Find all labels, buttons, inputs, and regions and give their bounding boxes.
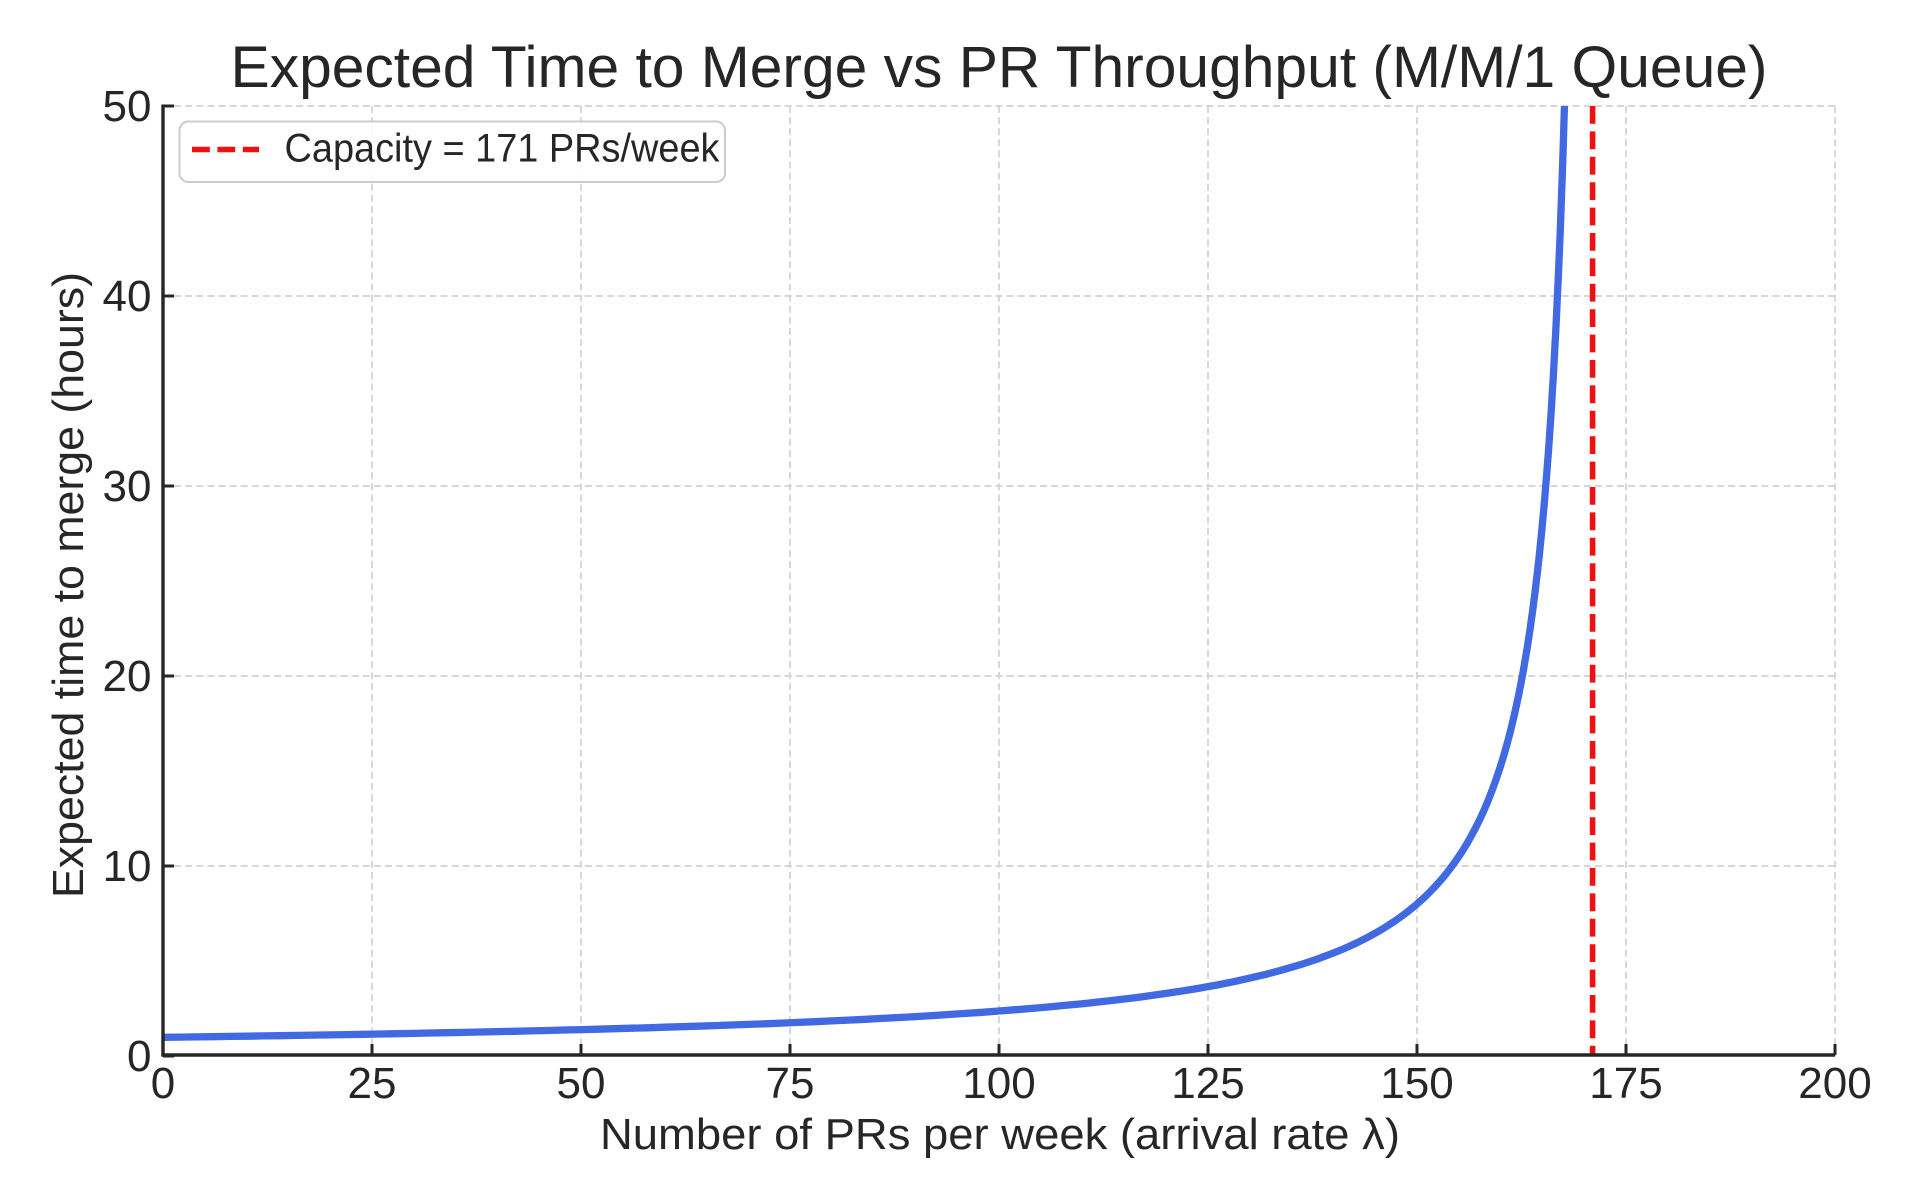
svg-text:175: 175 [1589,1059,1662,1108]
svg-text:100: 100 [962,1059,1035,1108]
svg-text:0: 0 [127,1032,151,1081]
svg-text:150: 150 [1380,1059,1453,1108]
svg-text:Expected Time to Merge vs PR T: Expected Time to Merge vs PR Throughput … [231,35,1768,100]
svg-text:50: 50 [557,1059,606,1108]
svg-text:125: 125 [1171,1059,1244,1108]
svg-text:Capacity = 171 PRs/week: Capacity = 171 PRs/week [285,127,721,171]
svg-text:200: 200 [1798,1059,1871,1108]
svg-text:0: 0 [151,1059,175,1108]
svg-text:Expected time to merge (hours): Expected time to merge (hours) [44,272,93,898]
svg-text:75: 75 [766,1059,815,1108]
svg-text:25: 25 [348,1059,397,1108]
svg-text:50: 50 [103,82,152,131]
svg-text:10: 10 [103,842,152,891]
svg-text:40: 40 [103,272,152,321]
svg-text:Number of PRs per week (arriva: Number of PRs per week (arrival rate λ) [600,1110,1400,1159]
svg-text:20: 20 [103,652,152,701]
svg-text:30: 30 [103,462,152,511]
